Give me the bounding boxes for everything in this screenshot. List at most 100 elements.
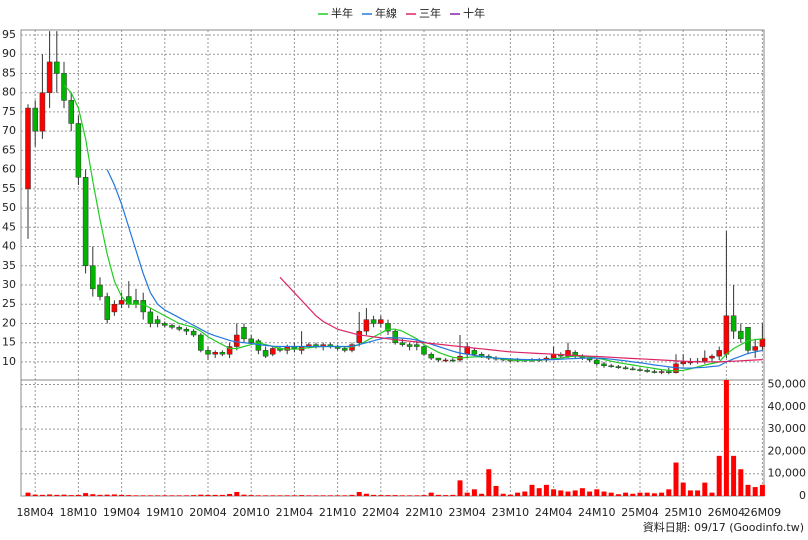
candle-body <box>435 357 442 361</box>
volume-bar <box>529 484 535 496</box>
candle-body <box>342 348 348 351</box>
x-tick-label: 20M04 <box>189 506 227 519</box>
volume-bar <box>644 492 650 496</box>
candle-body <box>421 346 427 355</box>
volume-bar <box>745 484 751 496</box>
volume-bar <box>587 491 593 496</box>
y-tick-label: 65 <box>2 143 16 156</box>
candle-body <box>378 319 384 324</box>
volume-bar <box>558 490 564 496</box>
candle-body <box>630 368 636 371</box>
ma-line <box>279 276 763 363</box>
x-tick-label: 21M04 <box>276 506 314 519</box>
volume-bar <box>615 494 621 496</box>
volume-bar <box>342 495 348 496</box>
candle-body <box>262 350 269 357</box>
x-tick-label: 23M04 <box>448 506 486 519</box>
volume-bar <box>428 492 434 496</box>
volume-bar <box>666 489 672 496</box>
volume-bar <box>687 490 693 496</box>
candle-body <box>399 342 406 345</box>
volume-bar <box>723 380 729 496</box>
volume-bar <box>133 495 139 496</box>
legend-label: 十年 <box>463 6 485 20</box>
volume-bar <box>414 495 420 496</box>
candle-body <box>680 361 686 365</box>
y2-tick-label: 30,000 <box>768 422 807 435</box>
volume-bar <box>543 484 549 496</box>
candle-body <box>46 61 53 93</box>
y-tick-label: 70 <box>2 124 16 137</box>
volume-bar <box>335 495 341 496</box>
candle-body <box>450 359 456 362</box>
candle-body <box>226 346 233 355</box>
volume-bar <box>47 494 53 496</box>
candle-body <box>154 319 161 324</box>
candle-body <box>644 370 650 372</box>
volume-bar <box>191 495 197 496</box>
volume-bar <box>421 495 427 496</box>
volume-bar <box>450 494 456 496</box>
volume-bar <box>32 494 38 496</box>
candle-body <box>25 107 31 190</box>
candle-body <box>198 334 204 351</box>
candle-body <box>104 296 110 320</box>
volume-bar <box>126 495 132 496</box>
volume-bar <box>155 495 161 496</box>
candle-body <box>219 352 226 355</box>
volume-bar <box>594 489 600 496</box>
volume-bar <box>356 491 362 496</box>
candle-body <box>738 330 744 340</box>
y-tick-label: 30 <box>2 278 16 291</box>
candle-body <box>32 107 38 132</box>
volume-bar <box>363 493 369 496</box>
y-tick-label: 15 <box>2 336 16 349</box>
volume-bar <box>183 495 189 496</box>
x-tick-label: 26M09 <box>744 506 782 519</box>
candle-body <box>169 325 175 328</box>
y2-tick-label: 50,000 <box>768 377 807 390</box>
volume-bar <box>119 494 125 496</box>
candle-body <box>54 61 60 74</box>
y-tick-label: 35 <box>2 259 16 272</box>
volume-bar <box>306 495 312 496</box>
candle-body <box>702 357 708 362</box>
volume-bar <box>673 462 679 496</box>
volume-bar <box>486 469 492 496</box>
x-tick-label: 25M10 <box>664 506 702 519</box>
volume-bar <box>111 494 117 496</box>
y-tick-label: 10 <box>2 355 16 368</box>
x-tick-label: 23M10 <box>492 506 530 519</box>
volume-bar <box>493 485 499 496</box>
volume-bar <box>54 494 60 496</box>
volume-bar <box>759 484 765 496</box>
volume-bar <box>97 494 103 496</box>
volume-bar <box>637 492 643 496</box>
candle-body <box>212 352 218 355</box>
candle-body <box>140 300 146 313</box>
candle-body <box>241 327 247 340</box>
candle-body <box>709 355 715 359</box>
candle-body <box>442 359 449 362</box>
legend-label: 三年 <box>419 6 441 20</box>
volume-bar <box>651 493 657 496</box>
volume-bar <box>83 493 89 496</box>
y-tick-label: 25 <box>2 297 16 310</box>
volume-bar <box>378 495 384 496</box>
x-tick-label: 26M04 <box>708 506 746 519</box>
candle-body <box>658 371 665 373</box>
volume-bar <box>385 495 391 496</box>
candle-body <box>471 350 478 355</box>
volume-bar <box>227 493 233 496</box>
candle-body <box>759 338 766 347</box>
x-tick-label: 25M04 <box>621 506 659 519</box>
candle-body <box>601 363 607 367</box>
candle-body <box>745 327 751 351</box>
volume-bar <box>471 489 477 496</box>
volume-bar <box>716 455 722 496</box>
volume-bar <box>608 492 614 496</box>
ma-line <box>63 84 763 372</box>
volume-bar <box>104 494 110 496</box>
candle-body <box>82 177 89 267</box>
volume-bar <box>248 495 254 496</box>
